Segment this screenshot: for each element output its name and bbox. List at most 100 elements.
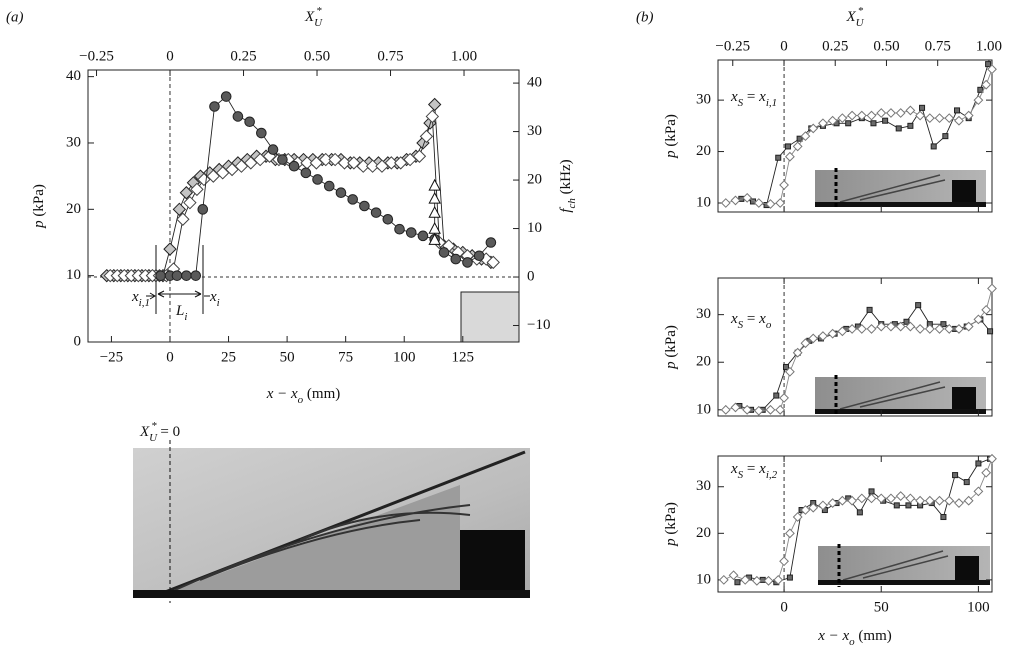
- schlieren-image: [133, 440, 530, 603]
- marker: [779, 393, 789, 403]
- annotation: Li: [175, 303, 187, 322]
- x2-tick-label: 0.50: [304, 48, 330, 64]
- marker: [895, 125, 902, 132]
- marker: [438, 247, 450, 258]
- y-tick-label: 30: [696, 92, 711, 108]
- annotation-part: i: [184, 311, 187, 323]
- y-axis-label-part: (kPa): [663, 502, 679, 538]
- y-axis-label-part: (kPa): [31, 184, 47, 220]
- y-tick-label: 20: [696, 525, 711, 541]
- marker: [300, 167, 312, 179]
- annotation-part: =: [743, 461, 759, 477]
- marker: [176, 212, 190, 226]
- marker: [359, 200, 370, 212]
- x-tick-label: −25: [100, 349, 123, 365]
- marker: [412, 149, 427, 163]
- inset-wall: [818, 580, 990, 585]
- marker: [963, 479, 970, 486]
- marker: [786, 574, 793, 581]
- inset-streak: [839, 174, 946, 203]
- marker: [963, 495, 974, 506]
- marker: [915, 110, 926, 121]
- marker: [944, 495, 955, 506]
- marker: [288, 160, 300, 172]
- marker: [940, 513, 947, 521]
- marker: [954, 498, 964, 508]
- x-axis-label-part: o: [298, 394, 304, 406]
- marker: [975, 460, 982, 467]
- marker: [382, 213, 394, 225]
- y-axis-label: p (kPa): [31, 184, 47, 229]
- marker: [915, 324, 926, 334]
- marker: [915, 302, 922, 309]
- panel-label: (b): [636, 9, 654, 25]
- marker: [827, 328, 838, 339]
- marker: [827, 498, 838, 508]
- marker: [775, 198, 786, 208]
- marker: [730, 402, 741, 413]
- annotation-part: x: [209, 289, 217, 305]
- marker: [730, 195, 741, 206]
- annotation-part: x: [758, 89, 766, 105]
- marker: [987, 328, 994, 335]
- marker: [837, 113, 848, 124]
- marker: [765, 199, 776, 209]
- plot-frame: [717, 59, 993, 213]
- y-tick-label: 20: [696, 354, 711, 370]
- annotation-part: x: [758, 461, 766, 477]
- marker: [742, 192, 753, 203]
- annotation-part: =: [743, 89, 759, 105]
- x2-axis-label-part: X: [304, 9, 315, 25]
- marker: [907, 122, 914, 129]
- marker: [370, 207, 382, 218]
- x2-tick-label: 0.25: [822, 38, 848, 54]
- marker: [895, 321, 906, 332]
- marker: [335, 187, 347, 199]
- annotation-part: x: [131, 289, 139, 305]
- marker: [751, 575, 762, 586]
- x-axis-label-part: x − x: [817, 628, 849, 644]
- marker: [866, 110, 877, 121]
- marker: [856, 110, 867, 121]
- marker: [876, 321, 887, 332]
- annotation-part: i,1: [766, 97, 777, 109]
- marker: [856, 324, 867, 334]
- inset-image: [815, 168, 986, 209]
- marker: [220, 91, 232, 102]
- marker: [981, 467, 992, 478]
- y-axis-label: p (kPa): [663, 502, 679, 547]
- marker: [775, 154, 782, 161]
- x2-axis-label-part: *: [316, 5, 322, 17]
- marker: [924, 324, 935, 334]
- marker: [256, 127, 267, 139]
- x2-axis-label-part: U: [856, 17, 865, 29]
- panel-label: (a): [6, 9, 24, 25]
- marker: [973, 95, 984, 106]
- annotation-part: =: [743, 311, 759, 327]
- x-tick-label: 100: [967, 599, 990, 615]
- marker: [428, 191, 441, 204]
- y-tick-label: 20: [66, 201, 81, 217]
- marker: [905, 493, 916, 504]
- annotation: xi,1: [131, 289, 150, 308]
- marker: [934, 324, 945, 334]
- marker: [779, 556, 789, 567]
- marker: [784, 151, 795, 162]
- marker: [425, 109, 440, 124]
- marker: [905, 502, 912, 509]
- annotation: xS = xo: [730, 311, 772, 330]
- marker: [893, 502, 900, 509]
- marker: [827, 115, 838, 126]
- marker: [796, 135, 803, 142]
- y-axis-label-part: p: [663, 150, 679, 159]
- marker: [987, 64, 997, 75]
- marker: [886, 321, 896, 332]
- x-tick-label: 25: [221, 349, 236, 365]
- marker: [800, 505, 811, 515]
- image-label-part: U: [149, 432, 158, 444]
- marker: [985, 61, 992, 68]
- marker: [895, 491, 906, 501]
- marker: [963, 321, 974, 332]
- x-axis-label: x − xo (mm): [817, 628, 892, 647]
